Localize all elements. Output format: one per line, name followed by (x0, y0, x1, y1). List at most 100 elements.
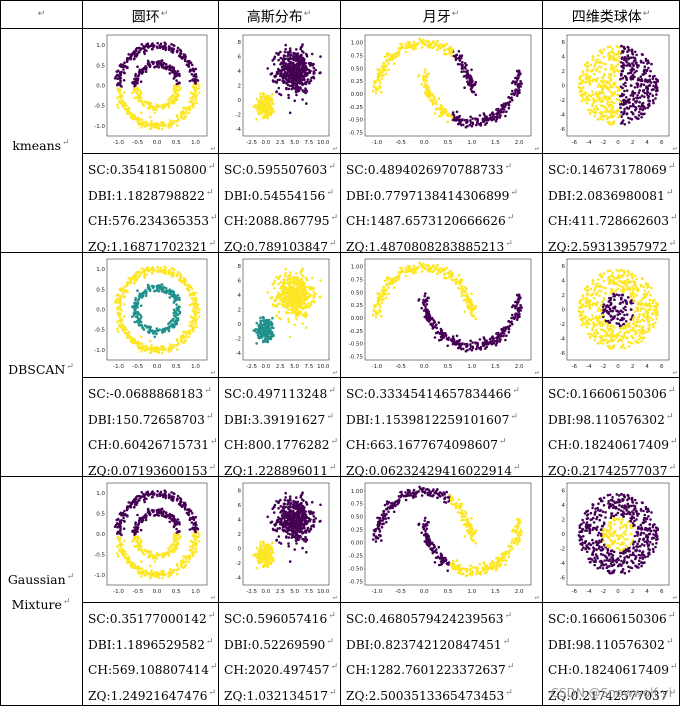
scatter-point (272, 80, 275, 83)
scatter-point (456, 115, 459, 119)
scatter-point (383, 55, 387, 59)
scatter-point (191, 310, 195, 313)
scatter-point (126, 290, 129, 294)
scatter-point (135, 530, 138, 534)
scatter-point (294, 314, 298, 318)
scatter-point (183, 331, 187, 334)
scatter-point (255, 107, 258, 110)
scatter-point (277, 310, 281, 314)
scatter-point (280, 293, 283, 296)
scatter-point (282, 512, 285, 515)
scatter-point (194, 67, 198, 71)
scatter-point (272, 334, 275, 338)
scatter-point (175, 531, 179, 534)
scatter-point (140, 296, 144, 299)
scatter-point (146, 507, 150, 511)
scatter-point (285, 306, 288, 309)
scatter-point (182, 55, 185, 59)
scatter-point (278, 293, 281, 296)
scatter-point (301, 83, 304, 87)
scatter-point (282, 505, 285, 508)
scatter-point (172, 311, 176, 315)
scatter-point (282, 502, 286, 506)
metric-line: ZQ:2.5003513365473453↵ (346, 680, 540, 706)
scatter-point (155, 349, 158, 353)
scatter-point (122, 303, 126, 306)
scatter-point (169, 495, 172, 498)
scatter-point (285, 535, 288, 539)
scatter-point (298, 304, 302, 307)
scatter-point (277, 535, 281, 538)
scatter-point (303, 71, 307, 74)
scatter-point (172, 100, 176, 103)
scatter-point (276, 520, 280, 523)
para-mark: ↵ (207, 611, 216, 621)
scatter-point (137, 572, 141, 575)
metric-line: DBI:3.39191627↵ (224, 404, 338, 430)
scatter-point (181, 110, 185, 113)
scatter-point (168, 520, 172, 524)
scatter-point (382, 61, 386, 65)
para-mark: ↵ (208, 462, 217, 473)
scatter-point (301, 89, 304, 92)
scatter-point (167, 547, 170, 550)
scatter-point (272, 559, 275, 563)
scatter-point (301, 307, 304, 311)
scatter-point (294, 312, 298, 315)
scatter-point (485, 121, 488, 125)
scatter-point (183, 565, 187, 568)
scatter-point (377, 73, 380, 76)
scatter-point (131, 116, 135, 119)
scatter-point (285, 78, 289, 81)
scatter-point (149, 492, 153, 496)
scatter-point (261, 540, 265, 544)
scatter-point (440, 113, 444, 117)
scatter-point (294, 79, 298, 83)
scatter-point (296, 313, 300, 316)
scatter-point (314, 292, 317, 296)
y-tick-label: 0.00 (351, 316, 364, 322)
scatter-point (161, 576, 164, 580)
scatter-point (175, 568, 179, 572)
x-tick-label: -2.5 (246, 364, 257, 370)
scatter-point (502, 108, 506, 111)
metric-text: CH:1487.6573120666626 (346, 214, 506, 229)
scatter-point (174, 88, 178, 91)
scatter-point (183, 277, 187, 281)
scatter-point (151, 573, 154, 577)
scatter-point (146, 325, 150, 328)
scatter-point (118, 540, 121, 543)
scatter-point (142, 290, 146, 294)
scatter-point (134, 523, 137, 526)
metric-text: CH:1282.7601223372637 (346, 663, 506, 678)
scatter-point (171, 70, 174, 74)
scatter-point (272, 551, 275, 554)
x-tick-label: 2.0 (515, 140, 524, 146)
scatter-point (269, 547, 272, 551)
scatter-point (466, 73, 470, 77)
scatter-point (138, 72, 141, 75)
scatter-point (176, 541, 180, 545)
scatter-point (155, 269, 159, 273)
scatter-point (263, 333, 266, 336)
scatter-point (494, 119, 498, 123)
scatter-point (393, 56, 397, 59)
metric-text: SC:0.14673178069 (548, 163, 667, 178)
scatter-point (151, 330, 154, 333)
scatter-point (272, 63, 276, 66)
scatter-point (167, 322, 170, 326)
scatter-point (303, 519, 307, 523)
scatter-point (140, 491, 143, 494)
scatter-point (174, 315, 177, 319)
metric-text: ZQ:1.228896011 (224, 463, 328, 478)
scatter-point (285, 72, 288, 75)
scatter-point (285, 296, 288, 299)
scatter-point (133, 533, 136, 537)
scatter-point (175, 119, 179, 123)
scatter-point (305, 538, 309, 542)
scatter-point (281, 298, 285, 302)
y-tick-label: -0.25 (349, 329, 364, 335)
scatter-point (161, 331, 164, 334)
scatter-point (301, 63, 305, 67)
scatter-point (299, 534, 302, 538)
